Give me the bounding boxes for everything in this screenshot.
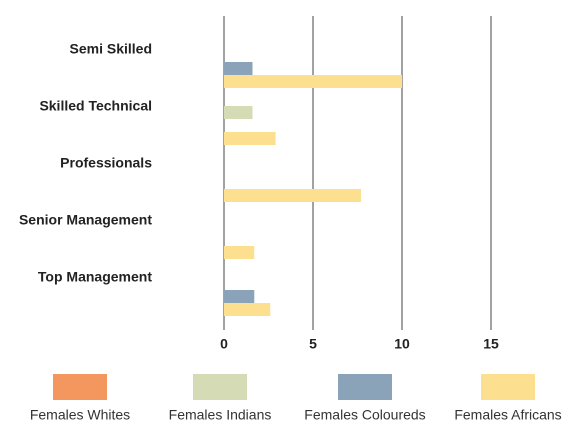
bar bbox=[224, 75, 402, 88]
bar bbox=[224, 189, 362, 202]
bar bbox=[224, 106, 253, 119]
legend-swatch bbox=[481, 374, 535, 400]
legend-swatch bbox=[53, 374, 107, 400]
x-tick-label: 0 bbox=[220, 336, 228, 352]
legend-swatch bbox=[193, 374, 247, 400]
x-tick-label: 10 bbox=[394, 336, 410, 352]
category-label: Skilled Technical bbox=[39, 98, 152, 114]
category-label: Semi Skilled bbox=[70, 41, 152, 57]
x-tick-label: 5 bbox=[309, 336, 317, 352]
bar bbox=[224, 62, 253, 75]
legend-swatch bbox=[338, 374, 392, 400]
x-tick-label: 15 bbox=[483, 336, 499, 352]
bar bbox=[224, 132, 276, 145]
legend-label: Females Indians bbox=[169, 407, 272, 423]
legend-label: Females Africans bbox=[454, 407, 561, 423]
legend-label: Females Whites bbox=[30, 407, 130, 423]
category-label: Professionals bbox=[60, 155, 152, 171]
bar bbox=[224, 246, 255, 259]
bar bbox=[224, 303, 271, 316]
category-label: Top Management bbox=[38, 269, 152, 285]
category-label: Senior Management bbox=[19, 212, 152, 228]
legend-label: Females Coloureds bbox=[304, 407, 425, 423]
bar bbox=[224, 290, 255, 303]
